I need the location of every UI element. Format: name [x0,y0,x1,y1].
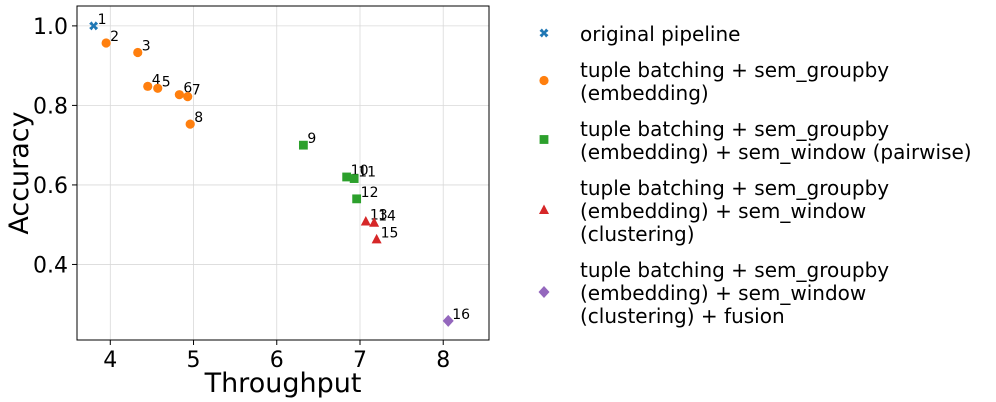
data-point-14 [369,217,380,227]
data-point-8 [185,119,195,129]
y-tick-label: 0.4 [33,253,68,278]
point-label-11: 11 [358,165,376,181]
grid [77,6,489,340]
y-axis-label: Accuracy [4,111,35,234]
point-label-12: 12 [361,185,379,201]
x-tick-label: 7 [353,348,367,373]
legend-entry-3-line-2: (embedding) + sem_window (pairwise) [580,140,972,164]
x-tick-label: 8 [436,348,450,373]
data-point-9 [298,140,308,150]
legend-entry-2-line-1: tuple batching + sem_groupby [580,58,889,82]
point-label-16: 16 [452,307,470,323]
legend-entry-5-line-2: (embedding) + sem_window [580,281,866,305]
plot-area-frame [76,5,490,341]
x-tick-label: 4 [103,348,117,373]
legend-entry-3-line-1: tuple batching + sem_groupby [580,117,889,141]
data-point-10 [342,172,352,182]
legend: original pipeline tuple batching + sem_gr… [538,22,972,328]
legend-entry-2-line-2: (embedding) [580,81,709,105]
data-point-13 [360,216,371,226]
data-point-4 [143,81,153,91]
axis-ticks: 4 5 6 7 80.40.60.81.0 [33,15,450,373]
data-point-11 [349,174,359,183]
data-point-15 [371,233,382,244]
point-label-5: 5 [162,74,171,90]
legend-entry-1-line-1: original pipeline [580,22,740,46]
y-tick-label: 0.8 [33,94,68,119]
point-label-4: 4 [152,72,161,88]
point-label-15: 15 [381,225,399,241]
point-label-9: 9 [307,131,316,147]
point-label-1: 1 [98,12,107,28]
legend-entry-5-line-3: (clustering) + fusion [580,304,785,328]
data-point-5 [153,83,163,93]
data-point-12 [352,194,362,204]
point-label-6: 6 [183,81,192,97]
x-tick-label: 5 [187,348,201,373]
point-label-8: 8 [194,110,203,126]
legend-entry-4-line-2: (embedding) + sem_window [580,199,866,223]
x-axis-label: Throughput [204,368,362,399]
legend-entry-4-line-1: tuple batching + sem_groupby [580,176,889,200]
point-label-7: 7 [192,83,201,99]
data-point-3 [133,47,143,58]
legend-marker-3 [539,135,549,144]
data-point-7 [183,92,193,102]
point-label-3: 3 [142,39,151,55]
legend-entry-5-line-1: tuple batching + sem_groupby [580,258,889,282]
legend-marker-4 [539,204,549,214]
y-tick-label: 1.0 [33,15,68,40]
x-tick-label: 6 [270,348,284,373]
point-label-14: 14 [378,209,396,225]
data-point-1 [89,21,99,31]
legend-marker-1 [539,28,549,38]
point-label-2: 2 [110,29,119,45]
y-tick-label: 0.6 [33,174,68,199]
data-point-6 [174,90,184,100]
legend-marker-5 [538,286,550,298]
legend-entry-4-line-3: (clustering) [580,222,695,246]
legend-marker-2 [539,75,549,86]
data-point-16 [442,314,454,327]
data-point-2 [101,38,111,48]
